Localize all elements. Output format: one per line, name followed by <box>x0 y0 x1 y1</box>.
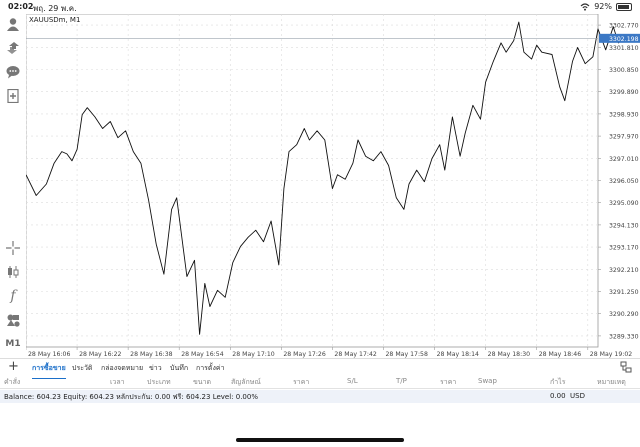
home-indicator[interactable] <box>236 438 404 442</box>
col-swap: Swap <box>478 377 497 385</box>
chat-icon[interactable] <box>5 64 21 80</box>
y-tick-label: 3302.770 <box>609 23 639 30</box>
x-tick-label: 28 May 17:58 <box>386 351 428 358</box>
y-tick-label: 3297.010 <box>609 156 639 163</box>
x-tick-label: 28 May 16:06 <box>28 351 70 358</box>
col-profit: กำไร <box>550 378 566 386</box>
battery-percent: 92% <box>594 2 612 11</box>
x-tick-label: 28 May 16:38 <box>130 351 172 358</box>
x-tick-label: 28 May 16:22 <box>79 351 121 358</box>
y-tick-label: 3294.130 <box>609 222 639 229</box>
y-tick-label: 3293.170 <box>609 245 639 252</box>
new-document-icon[interactable] <box>5 88 21 104</box>
col-sl: S/L <box>347 377 358 385</box>
left-toolbar: f M1 <box>0 14 26 354</box>
balance-row[interactable]: Balance: 604.23 Equity: 604.23 หลักประกั… <box>0 390 640 403</box>
col-current-price: ราคา <box>440 378 457 386</box>
y-tick-label: 3290.290 <box>609 311 639 318</box>
col-comment: หมายเหตุ <box>597 378 626 386</box>
timeframe-button[interactable]: M1 <box>5 339 21 349</box>
orders-table-header: คำสั่ง เวลา ประเภท ขนาด สัญลักษณ์ ราคา S… <box>0 374 640 389</box>
balance-summary: Balance: 604.23 Equity: 604.23 หลักประกั… <box>4 393 258 401</box>
col-time: เวลา <box>110 378 125 386</box>
y-tick-label: 3297.970 <box>609 134 639 141</box>
y-tick-label: 3296.050 <box>609 178 639 185</box>
current-price-badge <box>599 33 640 43</box>
tab-news[interactable]: ข่าว <box>149 364 162 372</box>
y-tick-label: 3292.210 <box>609 267 639 274</box>
tab-history[interactable]: ประวัติ <box>72 364 93 372</box>
add-tab-button[interactable]: + <box>8 359 19 374</box>
user-icon[interactable] <box>5 16 21 32</box>
x-tick-label: 28 May 18:14 <box>437 351 479 358</box>
x-tick-label: 28 May 18:46 <box>539 351 581 358</box>
y-tick-label: 3291.250 <box>609 289 639 296</box>
current-price-label: 3302.198 <box>609 36 639 43</box>
tab-trade[interactable]: การซื้อขาย <box>32 364 66 379</box>
col-type: ประเภท <box>147 378 171 386</box>
status-date: พฤ. 29 พ.ค. <box>33 4 77 13</box>
x-tick-label: 28 May 16:54 <box>181 351 223 358</box>
crosshair-icon[interactable] <box>5 240 21 256</box>
status-bar: 02:02 พฤ. 29 พ.ค. 92% <box>0 0 640 14</box>
trade-arrows-icon[interactable] <box>5 40 21 56</box>
indicator-f-icon[interactable]: f <box>10 288 16 304</box>
tab-journal[interactable]: บันทึก <box>170 364 189 372</box>
price-chart[interactable]: 3302.770 3301.810 3300.850 3299.890 3298.930… <box>26 14 640 358</box>
wifi-icon <box>580 2 590 11</box>
battery-icon <box>616 2 632 11</box>
x-tick-label: 28 May 18:30 <box>488 351 530 358</box>
price-line <box>26 21 624 335</box>
y-tick-label: 3301.810 <box>609 45 639 52</box>
y-tick-label: 3298.930 <box>609 111 639 118</box>
y-tick-label: 3299.890 <box>609 89 639 96</box>
terminal-tabs: + การซื้อขาย ประวัติ กล่องจดหมาย ข่าว บั… <box>0 358 640 379</box>
col-symbol: สัญลักษณ์ <box>231 378 261 386</box>
layout-toggle-icon[interactable] <box>620 361 632 373</box>
col-order: คำสั่ง <box>4 378 21 386</box>
status-time: 02:02 <box>8 2 34 11</box>
y-tick-label: 3300.850 <box>609 67 639 74</box>
objects-icon[interactable] <box>5 312 21 328</box>
x-tick-label: 28 May 19:02 <box>590 351 632 358</box>
col-volume: ขนาด <box>193 378 212 386</box>
x-tick-label: 28 May 17:10 <box>232 351 274 358</box>
tab-settings[interactable]: การตั้งค่า <box>196 364 225 372</box>
col-price: ราคา <box>293 378 310 386</box>
candles-icon[interactable] <box>5 264 21 280</box>
y-tick-label: 3295.090 <box>609 200 639 207</box>
col-tp: T/P <box>396 377 407 385</box>
y-tick-label: 3289.330 <box>609 333 639 340</box>
symbol-label: XAUUSDm, M1 <box>29 16 80 24</box>
balance-profit: 0.00 USD <box>550 392 586 400</box>
x-tick-label: 28 May 17:42 <box>334 351 376 358</box>
x-tick-label: 28 May 17:26 <box>283 351 325 358</box>
tab-mailbox[interactable]: กล่องจดหมาย <box>101 364 144 372</box>
